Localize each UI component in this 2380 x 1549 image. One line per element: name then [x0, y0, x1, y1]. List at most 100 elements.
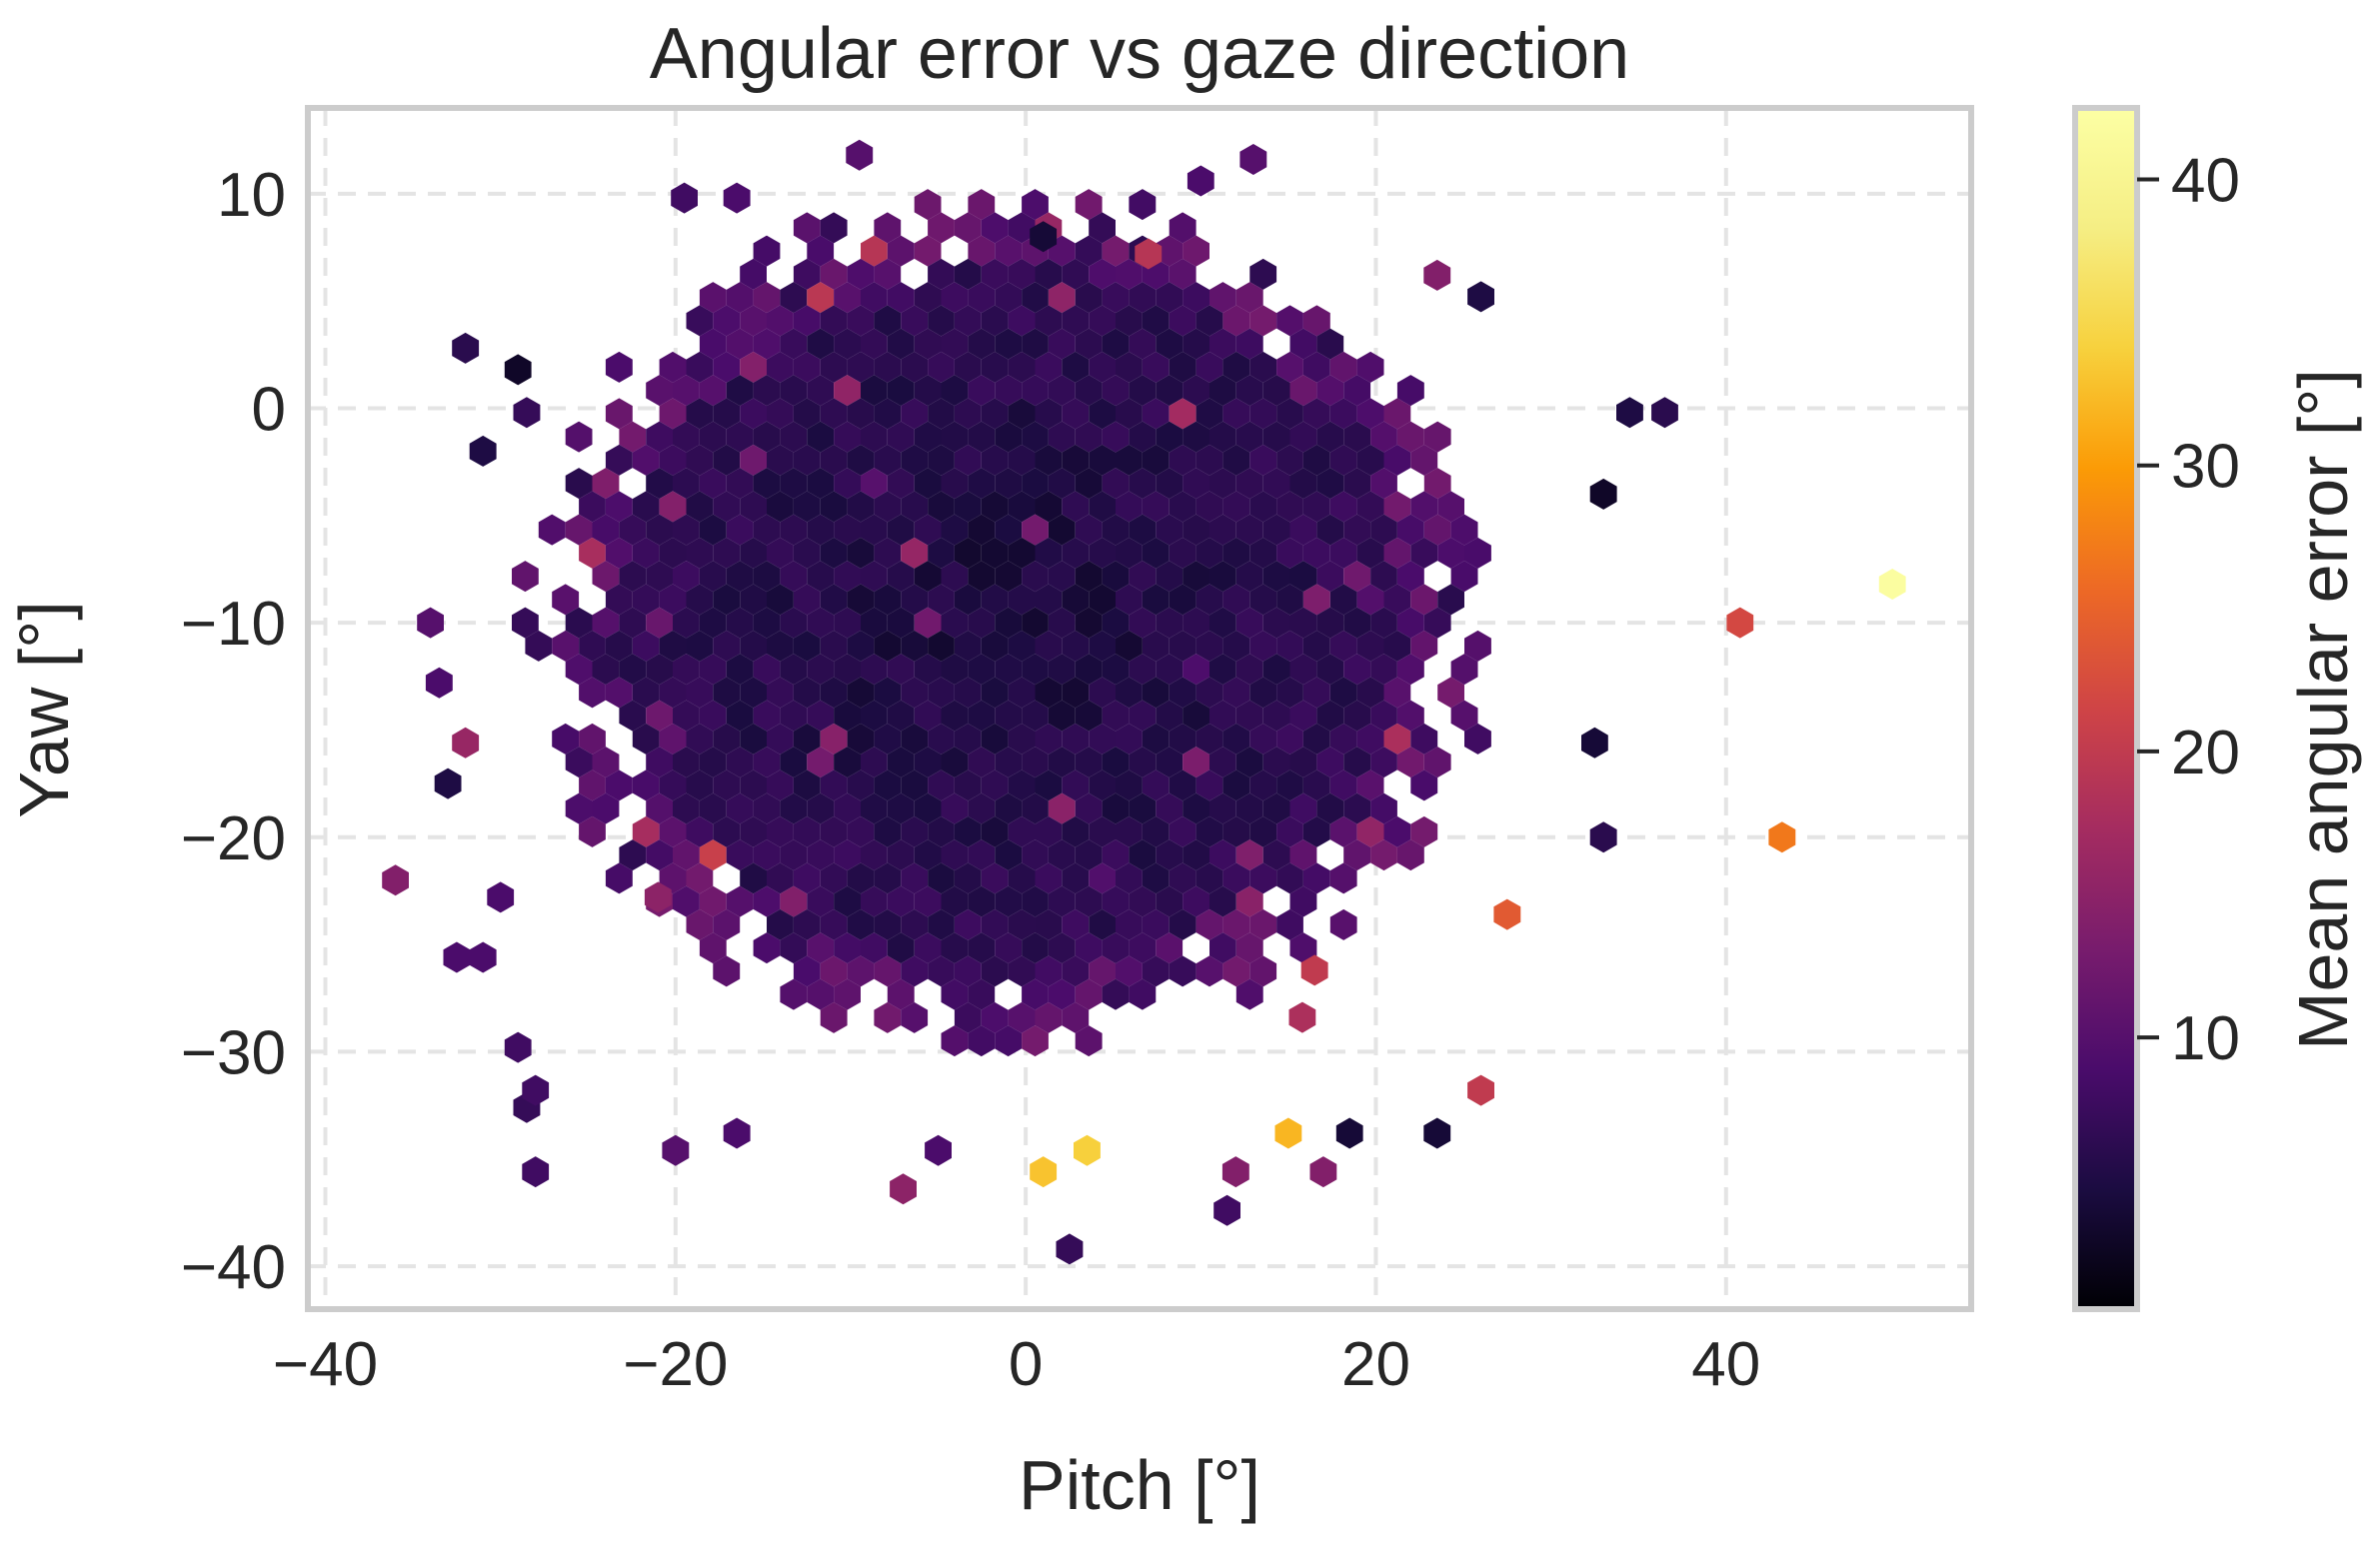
hex-bin: [1195, 908, 1223, 940]
hex-bin: [686, 815, 714, 847]
hex-bin: [1008, 305, 1036, 337]
hex-bin: [1262, 561, 1290, 593]
hex-bin: [1423, 259, 1451, 291]
hex-bin: [954, 258, 982, 290]
hex-bin: [780, 328, 808, 360]
hex-bin: [780, 978, 808, 1010]
hex-bin: [1169, 908, 1196, 940]
hex-bin: [1169, 862, 1196, 894]
hex-bin: [1302, 444, 1330, 476]
hex-bin: [901, 351, 929, 383]
hex-bin: [646, 421, 673, 453]
hex-bin: [1030, 221, 1058, 253]
hex-bin: [767, 351, 794, 383]
hex-bin: [780, 282, 808, 314]
hexbin-cells: [382, 139, 1906, 1265]
hex-bin: [1035, 815, 1063, 847]
hex-bin: [753, 700, 781, 732]
hex-bin: [753, 328, 781, 360]
hex-bin: [1022, 700, 1049, 732]
hex-bin: [1249, 258, 1277, 290]
hex-bin: [1102, 514, 1130, 546]
hex-bin: [713, 770, 741, 801]
hex-bin: [1102, 932, 1130, 964]
hex-bin: [1222, 584, 1250, 616]
hex-bin: [1142, 630, 1170, 662]
hex-bin: [941, 328, 969, 360]
hex-bin: [847, 491, 875, 523]
hex-bin: [968, 282, 996, 314]
hex-bin: [767, 491, 794, 523]
hex-bin: [1116, 537, 1143, 569]
hex-bin: [807, 561, 835, 593]
hex-bin: [914, 700, 942, 732]
hex-bin: [1169, 955, 1196, 987]
hex-bin: [1156, 328, 1184, 360]
hex-bin: [820, 630, 848, 662]
hex-bin: [1156, 932, 1184, 964]
hex-bin: [861, 839, 888, 871]
hex-bin: [793, 862, 821, 894]
hex-bin: [699, 700, 727, 732]
hex-bin: [1102, 792, 1130, 824]
hex-bin: [1289, 792, 1317, 824]
hex-bin: [1356, 770, 1384, 801]
hex-bin: [443, 941, 471, 973]
hex-bin: [699, 654, 727, 686]
hex-bin: [793, 955, 821, 987]
hex-bin: [1169, 258, 1196, 290]
hex-bin: [713, 815, 741, 847]
hex-bin: [901, 537, 929, 569]
hex-bin: [1383, 815, 1411, 847]
hex-bin: [914, 421, 942, 453]
hex-bin: [793, 537, 821, 569]
hex-bin: [1289, 468, 1317, 500]
hex-bin: [1075, 189, 1103, 221]
hex-bin: [753, 561, 781, 593]
hex-bin: [793, 444, 821, 476]
hex-bin: [847, 815, 875, 847]
hex-bin: [1370, 700, 1397, 732]
hex-bin: [1209, 932, 1236, 964]
hex-bin: [686, 677, 714, 709]
hex-bin: [1169, 537, 1196, 569]
chart-title: Angular error vs gaze direction: [650, 14, 1629, 94]
hex-bin: [861, 282, 888, 314]
hex-bin: [1062, 398, 1090, 430]
hex-bin: [793, 723, 821, 755]
hex-bin: [579, 491, 606, 523]
hex-bin: [1022, 654, 1049, 686]
hex-bin: [941, 607, 969, 639]
hex-bin: [753, 885, 781, 917]
hex-bin: [1288, 1001, 1316, 1033]
hex-bin: [1289, 607, 1317, 639]
hex-bin: [1383, 630, 1411, 662]
hex-bin: [1129, 839, 1157, 871]
colorbar-tick-label: 30: [2171, 433, 2240, 502]
hex-bin: [1089, 584, 1116, 616]
hex-bin: [1302, 537, 1330, 569]
hex-bin: [941, 514, 969, 546]
hex-bin: [1222, 630, 1250, 662]
hex-bin: [1062, 258, 1090, 290]
hex-bin: [740, 677, 767, 709]
hex-bin: [565, 654, 593, 686]
hex-bin: [861, 514, 888, 546]
hex-bin: [861, 792, 888, 824]
hex-bin: [995, 375, 1023, 407]
hex-bin: [928, 537, 955, 569]
hex-bin: [1142, 723, 1170, 755]
hex-bin: [914, 792, 942, 824]
hex-bin: [874, 862, 902, 894]
hex-bin: [1075, 1025, 1103, 1057]
hex-bin: [887, 328, 915, 360]
hex-bin: [632, 815, 660, 847]
hex-bin: [820, 862, 848, 894]
colorbar: [2075, 108, 2137, 1309]
hex-bin: [753, 421, 781, 453]
hex-bin: [1370, 561, 1397, 593]
hex-bin: [995, 747, 1023, 778]
hex-bin: [1142, 677, 1170, 709]
hex-bin: [579, 723, 606, 755]
hex-bin: [1129, 514, 1157, 546]
